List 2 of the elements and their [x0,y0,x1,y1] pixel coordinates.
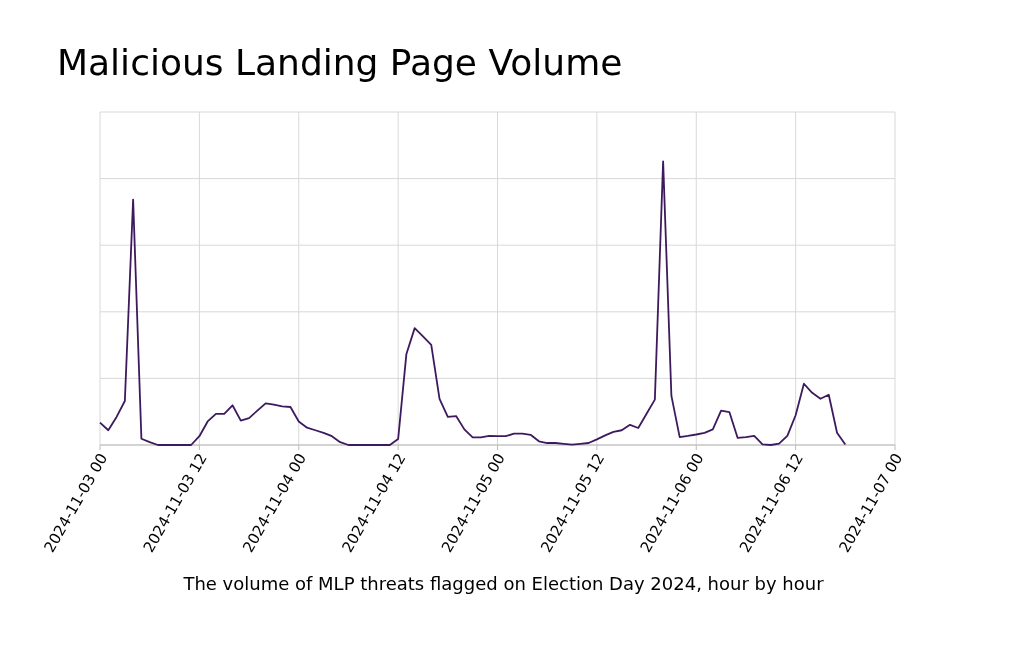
text: The volume of MLP threats flagged on Election Day 2024, hour by hour [182,573,825,594]
chart-title: Malicious Landing Page Volume [57,42,623,83]
